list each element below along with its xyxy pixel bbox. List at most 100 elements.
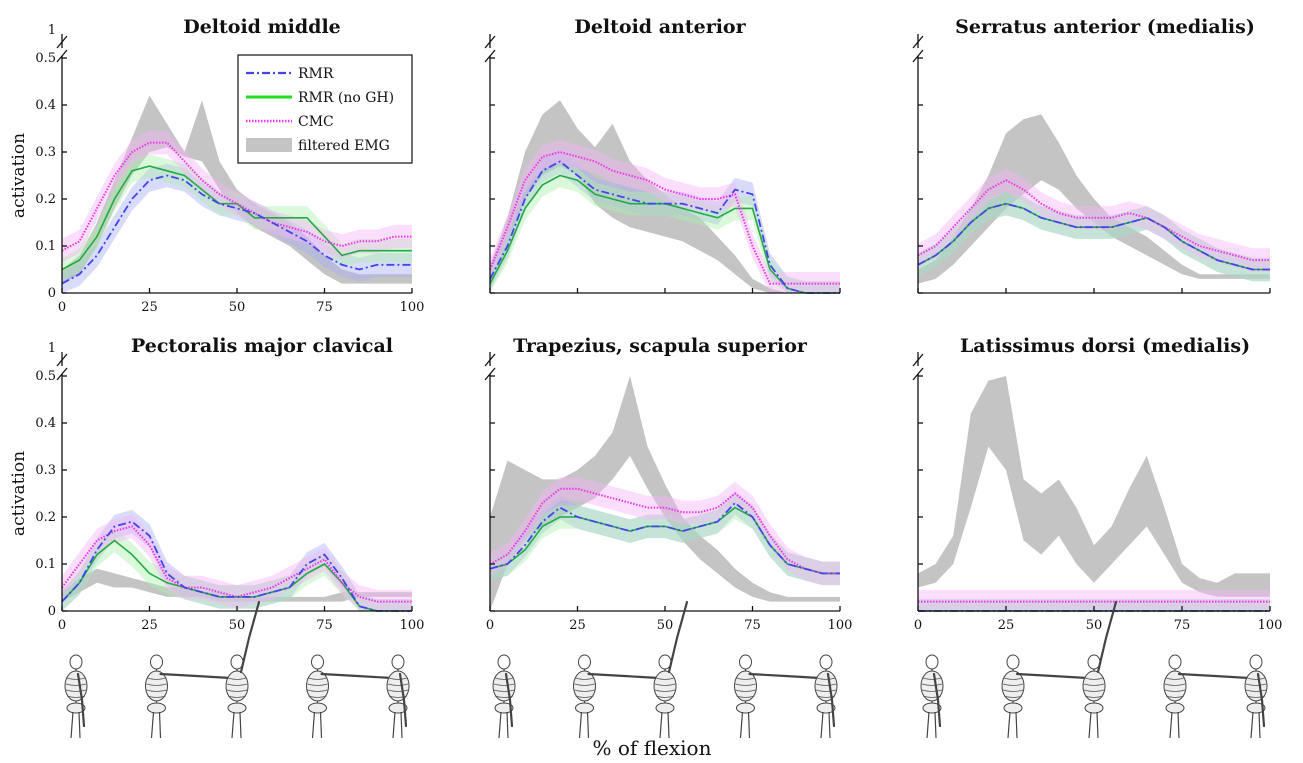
chart-panel-4: Pectoralis major clavical 1 0 0.1 0.2 0.3 0.4 0… [9,335,424,633]
band-cmc [490,140,840,293]
axis-break-mark [912,367,924,381]
x-tick-label: 25 [141,618,158,633]
y-tick-label: 0.5 [35,51,56,66]
chart-panel-1: Deltoid middle 1 0 0.1 0.2 0.3 0.4 0.5 0 25 50 75 10… [9,16,424,315]
x-tick-label: 75 [316,618,333,633]
series-line-rmr [489,160,840,294]
skeleton-pose-icon [814,654,838,739]
skeleton-pose-icon [225,600,261,739]
x-tick-label: 100 [1258,618,1283,633]
skeleton-pose-icon [1082,600,1118,739]
emg-band [918,376,1270,597]
y-tick-label: 0.3 [35,463,56,478]
x-tick-label: 0 [914,618,922,633]
chart-title: Deltoid anterior [574,16,746,38]
axis-break-mark [56,353,68,367]
series-line-cmc [489,487,840,575]
legend: RMR RMR (no GH) CMC filtered EMG [237,54,413,164]
legend-label-cmc: CMC [298,114,334,130]
y-tick-label: 0.5 [35,369,56,384]
series-line-rmr [917,202,1270,271]
band-rmr [490,149,840,293]
x-tick-label: 50 [229,300,246,315]
series-line-rmr [61,520,412,612]
skeleton-pose-icon [920,654,944,739]
y-axis-label: activation [9,133,29,218]
y-tick-label: 0.4 [35,98,56,113]
series-line-rmr-no-gh- [61,165,412,271]
x-tick-label: 100 [400,300,425,315]
skeleton-pose-icon [386,654,410,739]
band-rmr-no-gh- [918,191,1270,282]
chart-title: Latissimus dorsi (medialis) [960,335,1250,357]
y-tick-label: 0.1 [35,239,56,254]
skeleton-pose-icon [653,600,689,739]
axis-break-mark [484,353,496,367]
legend-label-rmr: RMR [298,66,334,82]
legend-label-emg: filtered EMG [298,138,390,154]
legend-label-rmr-no-gh: RMR (no GH) [298,90,394,106]
chart-title: Trapezius, scapula superior [513,335,808,357]
x-tick-label: 25 [141,300,158,315]
chart-panel-3: Serratus anterior (medialis) [912,16,1271,294]
x-tick-label: 50 [229,618,246,633]
chart-title: Pectoralis major clavical [131,335,393,357]
legend-swatch-emg [246,138,292,152]
axis-break-mark [484,49,496,63]
skeleton-pose-icon [305,654,393,739]
x-tick-label: 50 [1086,618,1103,633]
y-break-tick-label: 1 [48,23,56,38]
axis-break-mark [912,353,924,367]
x-tick-label: 50 [657,618,674,633]
skeleton-pose-icon [144,654,232,739]
x-tick-label: 0 [58,300,66,315]
skeleton-pose-icon [64,654,88,739]
y-tick-label: 0.1 [35,557,56,572]
band-cmc [62,130,412,263]
y-tick-label: 0.2 [35,510,56,525]
band-cmc [62,514,412,611]
skeleton-pose-icon [492,654,516,739]
series-line-cmc [61,525,412,603]
y-tick-label: 0 [48,604,56,619]
axis-break-mark [56,35,68,49]
band-cmc [490,477,840,586]
x-tick-label: 0 [486,618,494,633]
emg-band [490,100,840,293]
chart-title: Deltoid middle [183,16,341,38]
x-tick-label: 0 [58,618,66,633]
skeleton-pose-icon [1163,654,1251,739]
axis-break-mark [56,367,68,381]
emg-band [62,568,412,602]
y-axis-label: activation [9,451,29,536]
band-rmr [918,191,1270,282]
axis-break-mark [484,35,496,49]
emg-band [490,376,840,611]
x-tick-label: 100 [400,618,425,633]
skeleton-pose-icon [572,654,660,739]
y-tick-label: 0.4 [35,416,56,431]
chart-title: Serratus anterior (medialis) [955,16,1255,38]
y-break-tick-label: 1 [48,341,56,356]
chart-panel-2: Deltoid anterior [484,16,841,294]
x-tick-label: 25 [998,618,1015,633]
chart-panel-5: Trapezius, scapula superior 0 25 50 75 100 [484,335,853,633]
axis-break-mark [484,367,496,381]
x-axis-label: % of flexion [593,736,712,760]
axis-break-mark [912,35,924,49]
skeleton-pose-icon [733,654,821,739]
x-tick-label: 100 [828,618,853,633]
x-tick-label: 75 [316,300,333,315]
series-line-cmc [489,150,840,285]
skeleton-pose-icon [1001,654,1089,739]
axis-break-mark [912,49,924,63]
emg-band [918,114,1270,284]
axis-break-mark [56,49,68,63]
x-tick-label: 75 [744,618,761,633]
y-tick-label: 0.3 [35,145,56,160]
band-rmr [490,491,840,586]
chart-panel-6: Latissimus dorsi (medialis) 0 25 50 75 100 [912,335,1283,633]
y-tick-label: 0 [48,286,56,301]
skeleton-pose-icon [1244,654,1268,739]
